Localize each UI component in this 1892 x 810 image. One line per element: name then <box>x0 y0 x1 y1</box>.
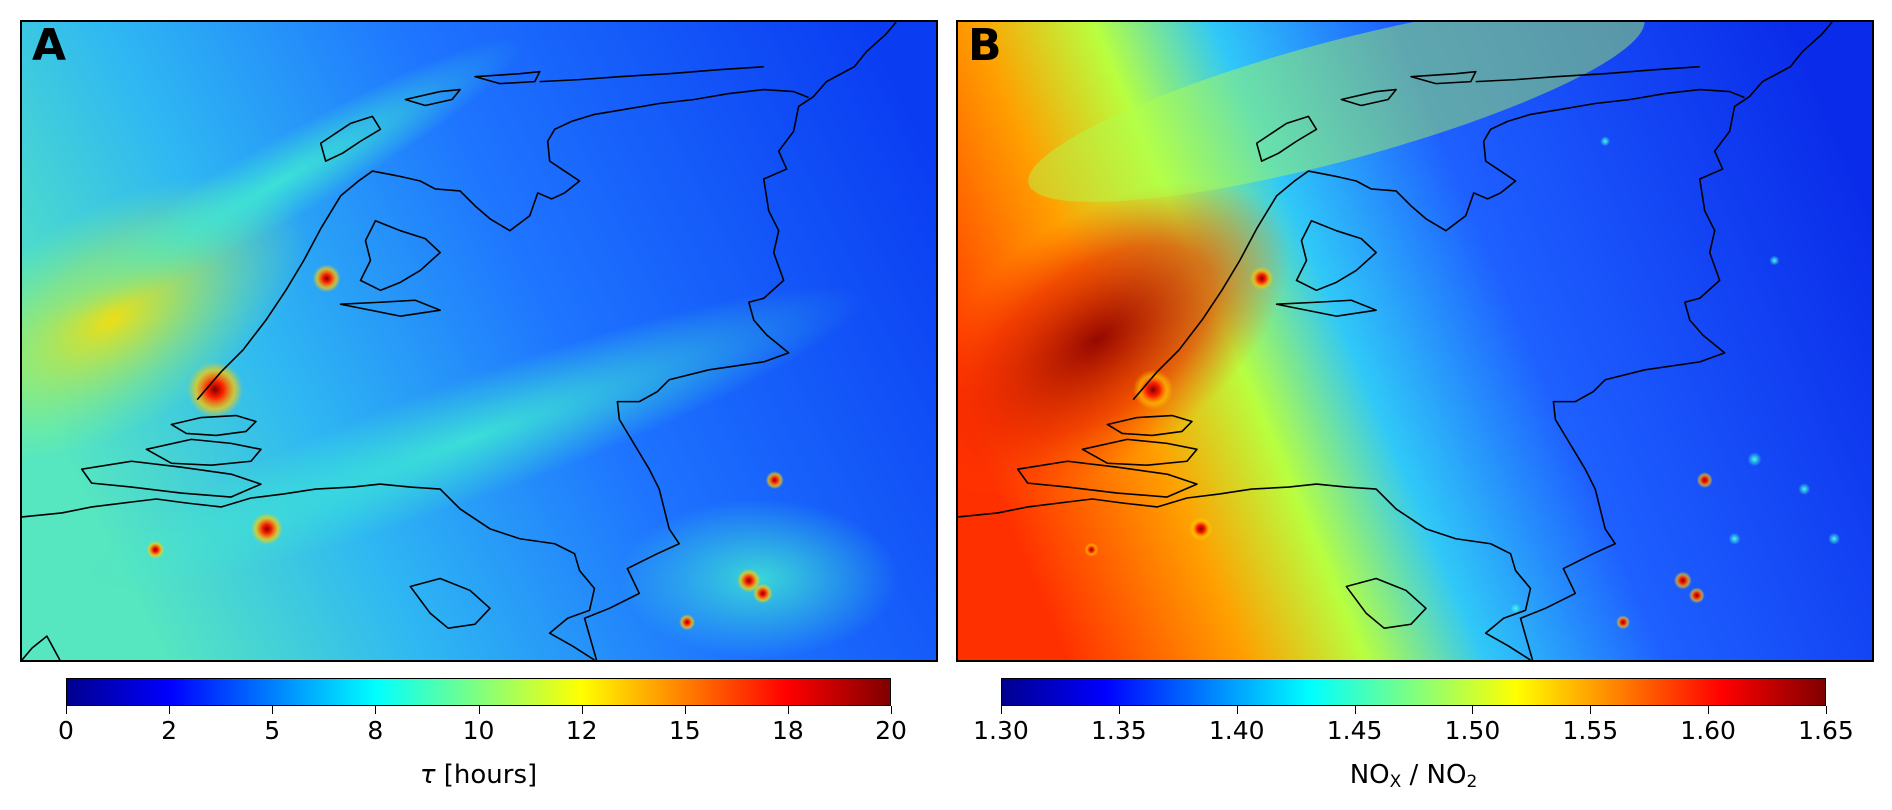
hotspot-ghent-b <box>1084 542 1099 557</box>
panel-letter-a: A <box>32 20 67 71</box>
hotspot-cologne <box>736 568 761 593</box>
colorbar-tick-label: 12 <box>565 716 598 745</box>
hotspot-koblenz <box>679 614 696 631</box>
hotspot-duisburg-b <box>1696 472 1713 489</box>
hotspot-cologne-b <box>1673 571 1692 590</box>
dot-b <box>1510 603 1521 614</box>
shipping-lane <box>38 37 524 325</box>
dot-b <box>1600 136 1611 147</box>
colorbar-tick <box>1354 706 1356 714</box>
colorbar-tick <box>478 706 480 714</box>
map-panel-b: B <box>956 20 1874 662</box>
colorbar-tick-label: 1.50 <box>1444 716 1501 745</box>
dot-b <box>1828 532 1841 545</box>
colorbar-tick <box>684 706 686 714</box>
map-a-canvas <box>22 22 936 660</box>
colorbar-b-label: NOX / NO2 <box>1349 760 1478 792</box>
hotspot-duisburg <box>765 471 784 490</box>
colorbar-tick-label: 15 <box>668 716 701 745</box>
colorbar-tick-label: 1.35 <box>1091 716 1147 745</box>
hotspot-cologne-2 <box>752 583 773 604</box>
colorbar-tick <box>272 706 274 714</box>
hotspot-rotterdam <box>187 361 244 418</box>
map-panel-a: A <box>20 20 938 662</box>
hotspot-ijmuiden <box>312 264 341 293</box>
hotspot-antwerp-b <box>1188 516 1213 541</box>
colorbar-tick <box>787 706 789 714</box>
colorbar-tick <box>1708 706 1710 714</box>
colorbar-tick-label: 20 <box>875 716 907 745</box>
colorbar-tick <box>66 706 67 714</box>
map-b-canvas <box>958 22 1872 660</box>
colorbar-tick-label: 1.40 <box>1208 716 1265 745</box>
dot-b <box>1798 483 1811 496</box>
colorbar-tick <box>169 706 171 714</box>
colorbar-tick <box>581 706 583 714</box>
colorbar-a <box>66 678 891 706</box>
hotspot-koblenz-b <box>1616 615 1631 630</box>
dot-b <box>1747 452 1762 467</box>
colorbar-tick <box>1001 706 1002 714</box>
colorbar-tick-label: 1.45 <box>1326 716 1383 745</box>
dot-b <box>1769 255 1780 266</box>
colorbar-tick-label: 8 <box>367 716 384 745</box>
coastline-a <box>22 22 897 660</box>
colorbar-tick-label: 1.60 <box>1680 716 1736 745</box>
northern-plume <box>1028 22 1645 202</box>
colorbar-tick-label: 2 <box>161 716 178 745</box>
colorbar-tick <box>1826 706 1827 714</box>
colorbar-tick <box>375 706 377 714</box>
dot-b <box>1728 532 1741 545</box>
colorbar-tick-label: 0 <box>58 716 74 745</box>
colorbar-a-label: τ [hours] <box>419 760 538 790</box>
hotspot-antwerp <box>250 512 283 545</box>
colorbar-tick <box>1118 706 1120 714</box>
hotspot-ijmuiden-b <box>1249 266 1274 291</box>
hotspot-rotterdam-b <box>1133 369 1174 410</box>
colorbar-tick <box>1590 706 1592 714</box>
hotspot-cologne-b2 <box>1688 587 1705 604</box>
colorbar-b <box>1001 678 1826 706</box>
colorbar-tick-label: 10 <box>462 716 495 745</box>
colorbar-tick-label: 1.65 <box>1798 716 1854 745</box>
colorbar-tick-label: 5 <box>264 716 281 745</box>
colorbar-tick <box>1472 706 1474 714</box>
colorbar-tick-label: 18 <box>771 716 804 745</box>
colorbar-tick <box>1236 706 1238 714</box>
colorbar-tick <box>891 706 892 714</box>
colorbar-tick-label: 1.30 <box>973 716 1029 745</box>
colorbar-tick-label: 1.55 <box>1562 716 1619 745</box>
panel-letter-b: B <box>968 20 1002 71</box>
offshore-plume-b <box>958 181 1290 499</box>
coastline-b <box>958 22 1833 660</box>
hotspot-ghent <box>146 540 165 559</box>
